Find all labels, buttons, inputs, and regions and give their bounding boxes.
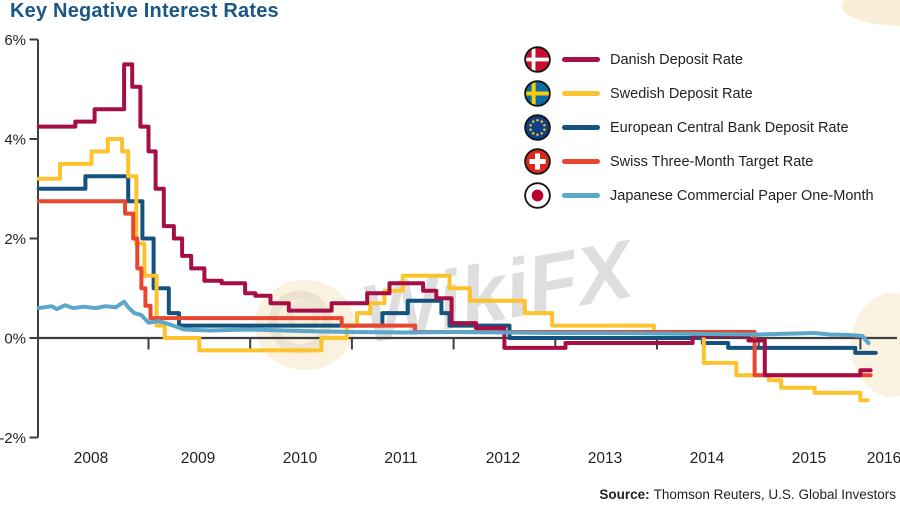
legend-swatch-swiss (562, 159, 600, 164)
x-axis-label: 2015 (792, 450, 826, 467)
x-axis-label: 2010 (283, 450, 318, 467)
y-axis-label: -2% (0, 430, 26, 447)
legend: Danish Deposit Rate Swedish Deposit Rate (524, 46, 874, 209)
legend-swatch-danish (562, 57, 600, 62)
legend-item-danish: Danish Deposit Rate (524, 46, 874, 73)
series-line-ecb-deposit-rate (36, 174, 878, 355)
y-axis-label: 0% (4, 331, 26, 348)
series-line-danish-deposit-rate (36, 62, 873, 378)
x-axis-label: 2013 (588, 450, 622, 467)
legend-item-swedish: Swedish Deposit Rate (524, 80, 874, 107)
series-layer (36, 62, 878, 403)
japan-flag-icon (524, 182, 551, 209)
y-axis-label: 6% (4, 32, 26, 49)
x-axis-label: 2008 (74, 450, 108, 467)
legend-item-swiss: Swiss Three-Month Target Rate (524, 148, 874, 175)
legend-label: European Central Bank Deposit Rate (610, 119, 849, 136)
legend-label: Japanese Commercial Paper One-Month (610, 187, 874, 204)
legend-label: Danish Deposit Rate (610, 51, 743, 68)
page-title: Key Negative Interest Rates (10, 0, 279, 22)
legend-swatch-swedish (562, 91, 600, 96)
sweden-flag-icon (524, 80, 551, 107)
source-label: Source: (599, 487, 650, 502)
source-text: Thomson Reuters, U.S. Global Investors (653, 487, 896, 502)
blob-bottom-right (851, 293, 900, 397)
y-axis-label: 4% (4, 132, 26, 149)
legend-label: Swedish Deposit Rate (610, 85, 753, 102)
legend-item-ecb: European Central Bank Deposit Rate (524, 114, 874, 141)
x-axis-label: 2011 (384, 450, 417, 467)
series-line-japanese-commercial-paper-one-month (36, 299, 871, 345)
blob-top-right (842, 0, 900, 26)
legend-item-japanese: Japanese Commercial Paper One-Month (524, 182, 874, 209)
y-axis-label: 2% (4, 231, 26, 248)
source-note: Source: Thomson Reuters, U.S. Global Inve… (599, 487, 896, 502)
x-axis-label: 2009 (181, 450, 215, 467)
switzerland-flag-icon (524, 148, 551, 175)
legend-label: Swiss Three-Month Target Rate (610, 153, 814, 170)
legend-swatch-japanese (562, 193, 600, 198)
x-axis-label: 2016 (867, 450, 900, 467)
legend-swatch-ecb (562, 125, 600, 130)
eu-flag-icon (524, 114, 551, 141)
x-axis-label: 2014 (690, 450, 725, 467)
denmark-flag-icon (524, 46, 551, 73)
series-line-swedish-deposit-rate (36, 137, 870, 403)
x-axis-label: 2012 (486, 450, 520, 467)
